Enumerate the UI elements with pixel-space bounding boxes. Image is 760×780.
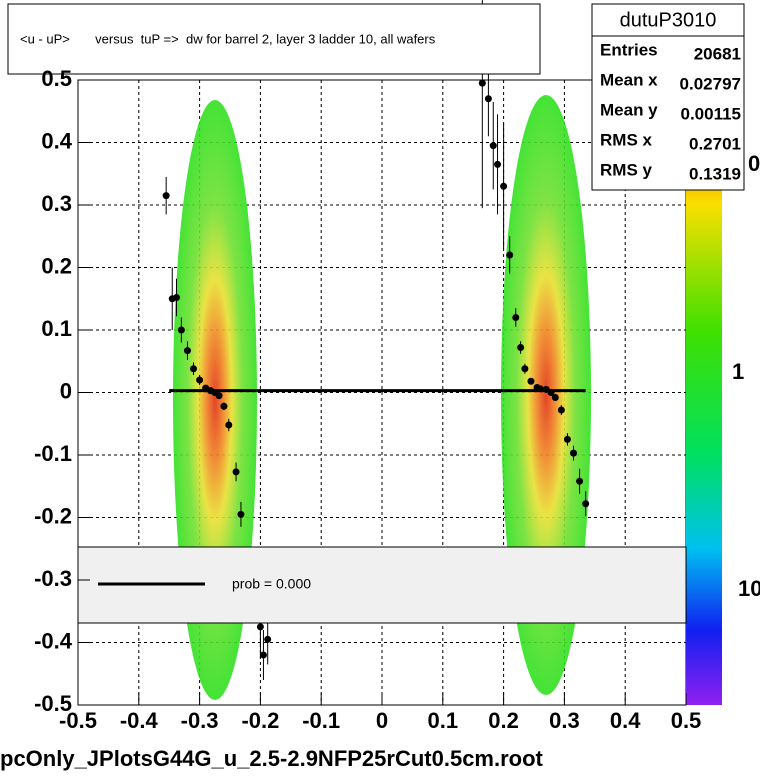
x-tick-label: 0.5 (671, 708, 702, 733)
profile-point (570, 449, 578, 457)
x-tick-label: 0 (376, 708, 388, 733)
palette-labels: 0 1 10 (732, 151, 760, 601)
profile-point (172, 294, 180, 301)
stats-label: Mean x (600, 70, 658, 89)
profile-point (551, 394, 559, 401)
stats-label: Entries (600, 40, 658, 59)
profile-point (547, 389, 555, 396)
x-tick-label: 0.1 (428, 708, 459, 733)
profile-point (527, 377, 535, 385)
stats-box: dutuP3010 Entries 20681 Mean x 0.02797 Mean y… (591, 3, 745, 191)
profile-point (162, 192, 170, 200)
y-tick-label: -0.4 (34, 628, 73, 653)
stats-label: RMS x (600, 130, 653, 149)
x-tick-label: -0.2 (241, 708, 279, 733)
profile-point (177, 326, 185, 334)
profile-point (536, 385, 544, 393)
stats-value: 0.1319 (689, 164, 741, 183)
x-tick-label: 0.2 (488, 708, 519, 733)
x-tick-label: 0.4 (610, 708, 641, 733)
y-tick-label: 0.1 (41, 316, 72, 341)
x-tick-label: -0.1 (302, 708, 340, 733)
profile-point (190, 365, 198, 373)
palette-label: 10 (738, 576, 760, 601)
stats-title: dutuP3010 (620, 9, 717, 31)
y-tick-label: 0.3 (41, 191, 72, 216)
density-right (501, 95, 591, 695)
y-tick-label: -0.2 (34, 503, 72, 528)
y-tick-label: 0.5 (41, 66, 72, 91)
title-box (7, 3, 541, 75)
y-tick-label: 0.2 (41, 253, 72, 278)
x-tick-label: 0.3 (549, 708, 580, 733)
marks (162, 0, 590, 680)
y-tick-label: -0.5 (34, 691, 72, 716)
profile-point (259, 651, 267, 659)
profile-point (232, 468, 240, 476)
legend-text: prob = 0.000 (232, 576, 311, 592)
profile-point (220, 402, 228, 410)
palette-label: 1 (732, 359, 744, 384)
y-tick-label: 0 (60, 378, 72, 403)
profile-point (521, 365, 529, 373)
stats-value: 0.2701 (689, 134, 741, 153)
profile-point (517, 344, 525, 351)
x-tick-label: -0.5 (59, 708, 97, 733)
profile-point (512, 314, 520, 321)
profile-point (489, 142, 497, 150)
palette-label: 0 (748, 151, 760, 176)
profile-point (484, 95, 492, 103)
stats-value: 0.00115 (680, 104, 741, 123)
profile-point (183, 347, 191, 355)
profile-point (506, 251, 514, 259)
profile-point (196, 376, 204, 384)
profile-point (557, 406, 565, 414)
y-tick-label: 0.4 (41, 128, 72, 153)
profile-point (576, 477, 584, 485)
stats-value: 0.02797 (680, 74, 741, 93)
x-tick-label: -0.4 (120, 708, 159, 733)
profile-point (237, 510, 245, 518)
stats-label: RMS y (600, 160, 653, 179)
profile-point (225, 421, 233, 429)
chart-title: <u - uP> versus tuP => dw for barrel 2, … (20, 31, 436, 46)
profile-point (582, 500, 590, 508)
profile-point (256, 623, 264, 631)
stats-frame (591, 3, 745, 191)
profile-point (563, 435, 571, 443)
y-tick-label: -0.1 (34, 441, 72, 466)
profile-point (215, 392, 223, 400)
stats-label: Mean y (600, 100, 658, 119)
profile-point (264, 635, 272, 643)
profile-point (494, 160, 502, 168)
y-tick-label: -0.3 (34, 566, 72, 591)
profile-point (478, 79, 486, 87)
footer: pcOnly_JPlotsG44G_u_2.5-2.9NFP25rCut0.5c… (0, 746, 544, 771)
stats-value: 20681 (694, 44, 741, 63)
profile-point (500, 182, 508, 190)
x-tick-label: -0.3 (181, 708, 219, 733)
